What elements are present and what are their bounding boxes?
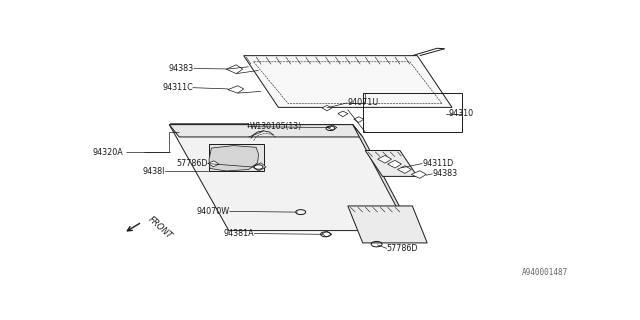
- Text: 57786D: 57786D: [177, 159, 208, 168]
- Polygon shape: [322, 105, 332, 111]
- Text: 94383: 94383: [169, 64, 194, 73]
- Text: 9438I: 9438I: [143, 167, 165, 176]
- Polygon shape: [209, 146, 259, 171]
- Text: 94070W: 94070W: [196, 207, 230, 216]
- Text: A940001487: A940001487: [522, 268, 568, 277]
- Polygon shape: [322, 231, 332, 237]
- Text: 94311D: 94311D: [422, 159, 454, 168]
- Polygon shape: [253, 163, 266, 171]
- Text: W130105(13): W130105(13): [250, 122, 301, 131]
- Polygon shape: [348, 206, 428, 243]
- Text: 94311C: 94311C: [163, 83, 193, 92]
- Polygon shape: [378, 156, 392, 163]
- Polygon shape: [353, 124, 412, 231]
- Text: FRONT: FRONT: [146, 215, 173, 241]
- Text: 94310: 94310: [448, 109, 473, 118]
- Text: 94071U: 94071U: [348, 99, 379, 108]
- Polygon shape: [169, 124, 412, 231]
- Polygon shape: [208, 161, 219, 167]
- Polygon shape: [388, 160, 401, 168]
- Polygon shape: [412, 171, 426, 178]
- Polygon shape: [327, 125, 337, 130]
- Polygon shape: [397, 166, 412, 173]
- Text: 94320A: 94320A: [93, 148, 124, 157]
- Text: 94381A: 94381A: [224, 229, 255, 238]
- Polygon shape: [244, 56, 452, 108]
- Polygon shape: [354, 117, 364, 123]
- Polygon shape: [209, 144, 264, 172]
- Polygon shape: [365, 150, 417, 176]
- Text: 94383: 94383: [432, 169, 458, 179]
- Polygon shape: [228, 86, 244, 93]
- Polygon shape: [227, 65, 243, 74]
- Text: 57786D: 57786D: [387, 244, 418, 253]
- Polygon shape: [338, 111, 348, 117]
- Polygon shape: [169, 124, 363, 137]
